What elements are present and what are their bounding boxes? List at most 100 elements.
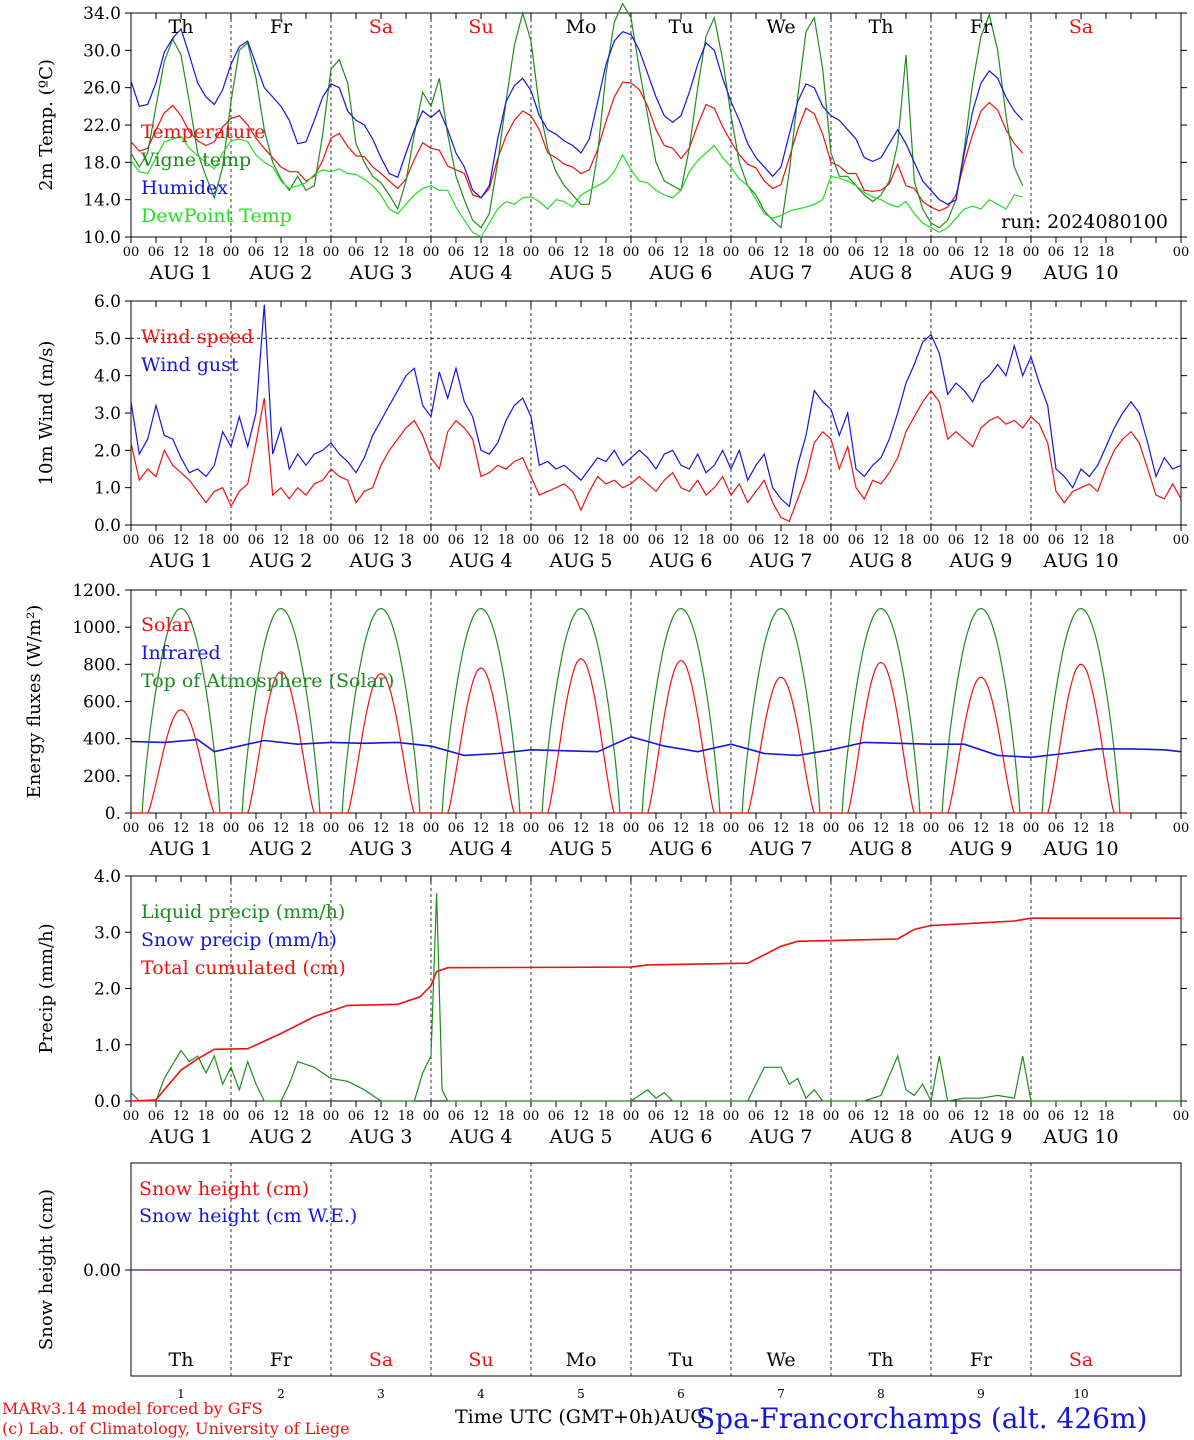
x-tick-label: 12 (373, 821, 390, 836)
day-label: AUG 5 (548, 550, 612, 572)
x-tick-label: 18 (798, 533, 815, 548)
day-label: AUG 10 (1042, 1126, 1118, 1148)
x-tick-label: 18 (998, 533, 1015, 548)
panel-snow: Snow height (cm) 0.00 Snow height (cm) Snow… (36, 1162, 1182, 1401)
day-label: AUG 6 (648, 838, 712, 860)
day-label: AUG 5 (548, 262, 612, 284)
x-tick-label: 00 (223, 533, 240, 548)
day-label: AUG 1 (148, 550, 212, 572)
x-tick-label: 06 (848, 245, 865, 260)
day-label: AUG 5 (548, 1126, 612, 1148)
x-tick-label: 18 (598, 821, 615, 836)
x-tick-label: 18 (498, 1109, 515, 1124)
x-tick-label: 12 (873, 245, 890, 260)
x-tick-label: 12 (473, 533, 490, 548)
x-tick-label: 12 (673, 1109, 690, 1124)
x-tick-label: 06 (148, 245, 165, 260)
x-tick-label: 00 (923, 821, 940, 836)
day-label: AUG 1 (148, 838, 212, 860)
day-label: AUG 6 (648, 550, 712, 572)
y-tick-label: 2.0 (94, 980, 121, 1000)
x-tick-label: 06 (248, 821, 265, 836)
x-tick-label: 06 (848, 533, 865, 548)
y-tick-label: 1000. (72, 618, 121, 638)
x-tick-label: 18 (998, 821, 1015, 836)
x-tick-label: 00 (223, 821, 240, 836)
y-tick-label: 14.0 (83, 191, 121, 211)
x-tick-label: 18 (498, 821, 515, 836)
x-tick-label: 18 (298, 533, 315, 548)
x-tick-label: 12 (373, 245, 390, 260)
y-tick-label: 18.0 (83, 153, 121, 173)
x-tick-label: 00 (823, 245, 840, 260)
x-tick-label: 18 (798, 821, 815, 836)
y-tick-label: 0.00 (83, 1261, 121, 1281)
weekday-label: Sa (369, 16, 393, 38)
y-tick-label: 6.0 (94, 292, 121, 312)
x-tick-label: 00 (1173, 245, 1190, 260)
series-solar (131, 658, 1131, 814)
x-tick-label: 00 (1023, 821, 1040, 836)
day-label: AUG 7 (748, 1126, 812, 1148)
x-tick-label: 00 (723, 1109, 740, 1124)
x-tick-label: 18 (498, 533, 515, 548)
x-tick-label: 00 (223, 245, 240, 260)
legend-entry: Temperature (141, 121, 265, 143)
x-tick-label: 12 (873, 821, 890, 836)
day-label: AUG 9 (948, 1126, 1012, 1148)
x-tick-label: 12 (673, 821, 690, 836)
x-tick-label: 12 (973, 821, 990, 836)
x-tick-label: 12 (1073, 821, 1090, 836)
x-tick-label: 06 (548, 245, 565, 260)
x-tick-label: 12 (773, 1109, 790, 1124)
x-tick-label: 12 (173, 821, 190, 836)
weekday-label: Th (169, 1349, 194, 1371)
x-tick-label: 18 (898, 533, 915, 548)
x-tick-label: 18 (598, 245, 615, 260)
x-tick-label: 18 (198, 1109, 215, 1124)
y-axis-label: 2m Temp. (ºC) (36, 59, 57, 191)
legend-entry: Humidex (141, 177, 228, 199)
x-tick-label: 00 (923, 533, 940, 548)
x-tick-label: 00 (423, 1109, 440, 1124)
x-tick-label: 00 (123, 821, 140, 836)
x-tick-label: 06 (1048, 821, 1065, 836)
x-tick-label: 06 (148, 821, 165, 836)
panel-frame (130, 12, 1182, 238)
x-tick-label: 06 (748, 821, 765, 836)
y-tick-label: 34.0 (83, 4, 121, 24)
x-tick-label: 18 (398, 1109, 415, 1124)
day-label: AUG 3 (348, 550, 412, 572)
x-tick-label: 18 (998, 245, 1015, 260)
day-label: AUG 2 (248, 838, 312, 860)
x-tick-label: 06 (848, 1109, 865, 1124)
x-tick-label: 00 (523, 821, 540, 836)
day-number: 5 (577, 1387, 585, 1401)
x-tick-label: 12 (373, 533, 390, 548)
day-label: AUG 3 (348, 262, 412, 284)
y-axis-label: Energy fluxes (W/m²) (24, 605, 45, 799)
x-tick-label: 00 (123, 533, 140, 548)
x-tick-label: 00 (323, 821, 340, 836)
x-tick-label: 00 (1173, 821, 1190, 836)
x-tick-label: 00 (423, 533, 440, 548)
x-tick-label: 00 (1173, 1109, 1190, 1124)
legend-entry: Solar (141, 614, 193, 636)
x-tick-label: 06 (648, 245, 665, 260)
x-tick-label: 00 (623, 821, 640, 836)
x-tick-label: 12 (673, 245, 690, 260)
x-tick-label: 00 (523, 1109, 540, 1124)
weekday-label: Fr (270, 1349, 293, 1371)
x-tick-label: 00 (1023, 1109, 1040, 1124)
x-tick-label: 00 (623, 245, 640, 260)
x-tick-label: 06 (248, 533, 265, 548)
legend-entry: Infrared (141, 642, 221, 664)
day-number: 2 (277, 1387, 285, 1401)
x-tick-label: 00 (323, 1109, 340, 1124)
series-total-cumulated (130, 917, 1181, 1102)
x-tick-label: 00 (523, 245, 540, 260)
x-tick-label: 18 (898, 1109, 915, 1124)
x-tick-label: 00 (623, 533, 640, 548)
x-tick-label: 12 (173, 245, 190, 260)
